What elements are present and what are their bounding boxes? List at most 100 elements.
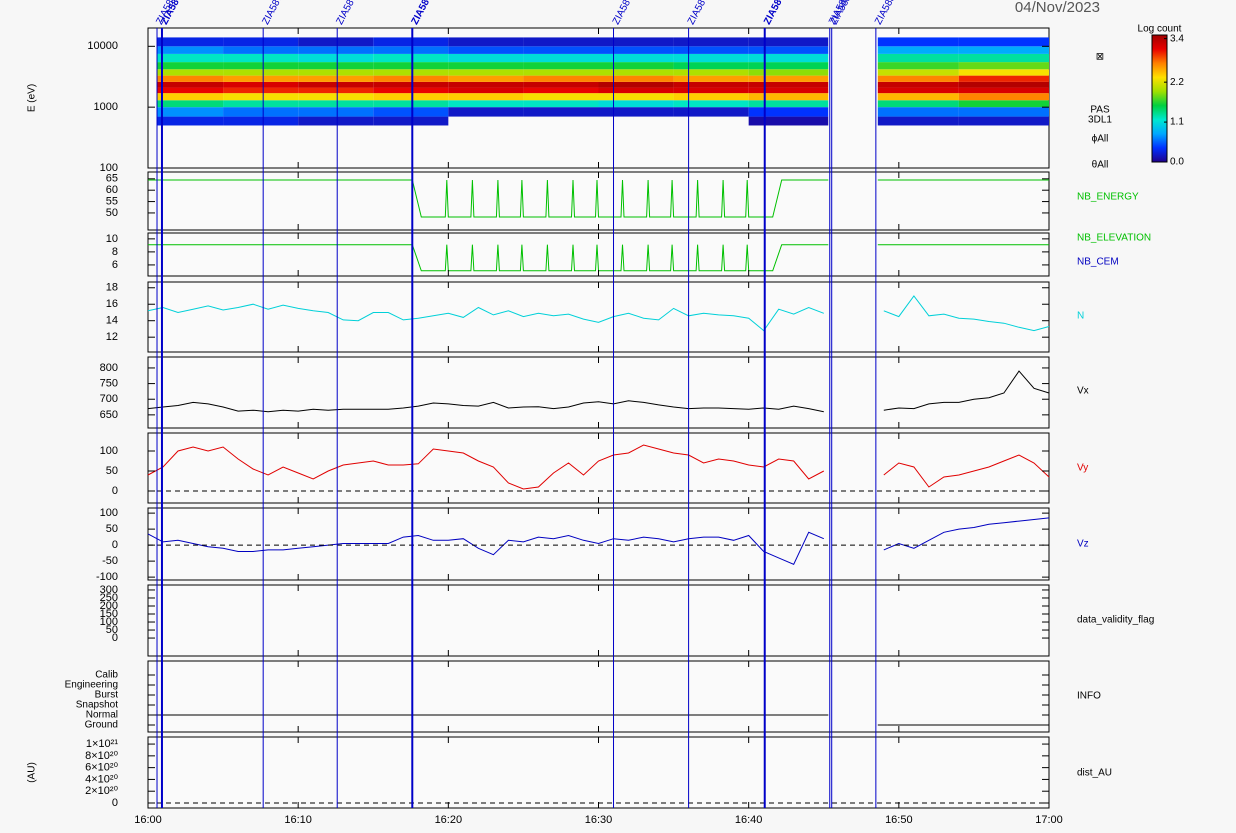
y-tick-label: Engineering [65, 680, 118, 691]
spectrogram-cell [373, 81, 449, 88]
spectrogram-cell [958, 87, 1049, 94]
y-axis-label: (AU) [27, 762, 38, 783]
panel-frame [147, 356, 1050, 429]
spectrogram-cell [373, 37, 449, 47]
y-tick-label: 0 [112, 485, 118, 497]
panel-label: PAS [1090, 105, 1110, 116]
y-tick-label: 12 [106, 331, 118, 343]
spectrogram-cell [598, 100, 674, 108]
spectrogram-cell [673, 81, 749, 88]
spectrogram-cell [877, 37, 959, 47]
spectrogram-cell [298, 93, 374, 101]
spectrogram-cell [157, 62, 224, 70]
spectrogram-cell [448, 107, 524, 117]
series-line [147, 370, 1050, 413]
spectrogram-cell [223, 81, 299, 88]
spectrogram-cell [157, 46, 224, 54]
panel-label: ϕAll [1092, 134, 1109, 145]
y-tick-label: 250 [100, 592, 118, 604]
spectrogram-cell [223, 100, 299, 108]
x-tick-label: 16:40 [735, 814, 763, 826]
y-tick-label: 6×10²⁰ [85, 762, 118, 774]
spectrogram-cell [523, 107, 599, 117]
y-tick-label: 100 [100, 162, 118, 174]
series-line [148, 714, 1049, 726]
y-tick-label: 650 [100, 409, 118, 421]
spectrogram-cell [523, 75, 599, 82]
spectrogram-cell [223, 87, 299, 94]
panel-label: data_validity_flag [1077, 615, 1154, 626]
spectrogram-cell [598, 37, 674, 47]
spectrogram-cell [523, 62, 599, 70]
spectrogram-cell [157, 100, 224, 108]
spectrogram-cell [748, 69, 829, 76]
spectrogram-cell [958, 46, 1049, 54]
spectrogram-cell [223, 37, 299, 47]
spectrogram-cell [298, 37, 374, 47]
event-label: ZIA587 [686, 0, 711, 27]
spectrogram-cell [373, 87, 449, 94]
panel-label: Vz [1077, 539, 1089, 550]
panel-frame [147, 660, 1050, 733]
spectrogram-cell [298, 81, 374, 88]
spectrogram-cell [157, 93, 224, 101]
y-tick-label: 50 [106, 207, 118, 219]
spectrogram-cell [748, 53, 829, 63]
x-tick-label: 16:10 [284, 814, 312, 826]
y-tick-label: 800 [100, 362, 118, 374]
panel-frame [147, 584, 1050, 657]
panel-frame [147, 171, 1050, 231]
y-tick-label: 750 [100, 377, 118, 389]
y-tick-label: 4×10²⁰ [85, 773, 118, 785]
event-label: ZIA587 [611, 0, 636, 27]
spectrogram-cell [157, 87, 224, 94]
spectrogram-cell [223, 75, 299, 82]
y-tick-label: 0 [112, 797, 118, 809]
spectrogram-cell [598, 75, 674, 82]
colorbar-title: Log count [1138, 24, 1182, 35]
y-tick-label: Burst [95, 690, 119, 701]
spectrogram-cell [598, 87, 674, 94]
y-tick-label: 14 [106, 315, 118, 327]
y-tick-label: 65 [106, 173, 118, 185]
spectrogram-cell [877, 75, 959, 82]
event-label: ZIA588 [873, 0, 898, 27]
spectrogram-cell [157, 69, 224, 76]
spectrogram-cell [748, 46, 829, 54]
y-tick-label: 18 [106, 282, 118, 294]
series-line [148, 244, 1049, 272]
panel-label: θAll [1092, 160, 1109, 171]
spectrogram-cell [448, 100, 524, 108]
spectrogram-cell [598, 53, 674, 63]
spectrogram-cell [748, 107, 829, 117]
y-tick-label: 1×10²¹ [86, 738, 118, 750]
spectrogram-cell [448, 37, 524, 47]
spectrogram-cell [748, 87, 829, 94]
y-tick-label: 2×10²⁰ [85, 785, 118, 797]
spectrogram-cell [673, 75, 749, 82]
y-tick-label: 100 [100, 445, 118, 457]
y-tick-label: 100 [100, 507, 118, 519]
spectrogram-cell [157, 75, 224, 82]
spectrogram-cell [298, 53, 374, 63]
spectrogram-cell [877, 69, 959, 76]
colorbar-tick-label: 2.2 [1170, 77, 1184, 88]
spectrogram-cell [748, 62, 829, 70]
spectrogram-cell [748, 93, 829, 101]
colorbar-tick-label: 3.4 [1170, 33, 1184, 44]
date: 04/Nov/2023 [1015, 0, 1100, 16]
spectrogram-cell [448, 93, 524, 101]
colorbar-tick-label: 1.1 [1170, 117, 1184, 128]
spectrogram-cell [877, 116, 959, 126]
panel-label: dist_AU [1077, 768, 1112, 779]
spectrogram-cell [298, 75, 374, 82]
y-tick-label: 60 [106, 184, 118, 196]
spectrogram-cell [877, 62, 959, 70]
spectrogram-cell [673, 107, 749, 117]
spectrogram-cell [448, 75, 524, 82]
y-tick-label: Snapshot [76, 700, 118, 711]
y-tick-label: 8 [112, 246, 118, 258]
spectrogram-cell [598, 62, 674, 70]
y-tick-label: 10000 [87, 40, 118, 52]
spectrogram-cell [598, 81, 674, 88]
